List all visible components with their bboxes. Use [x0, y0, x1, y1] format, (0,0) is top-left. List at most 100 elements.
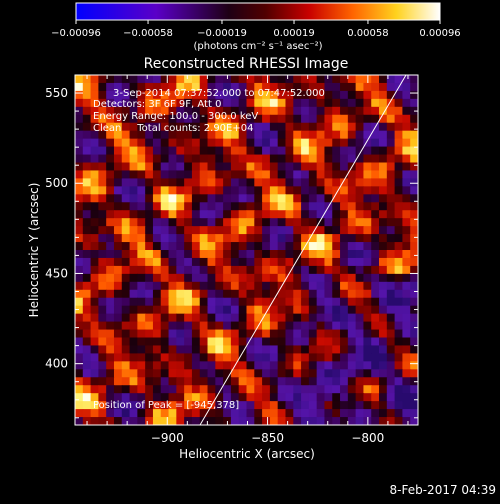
- heatmap-cell: [121, 186, 131, 195]
- heatmap-cell: [301, 393, 310, 402]
- heatmap-cell: [98, 401, 107, 410]
- heatmap-cell: [285, 289, 294, 299]
- heatmap-cell: [371, 226, 380, 235]
- heatmap-cell: [199, 377, 209, 386]
- heatmap-cell: [121, 361, 131, 370]
- heatmap-cell: [145, 226, 154, 235]
- colorbar-tick-label: −0.00096: [51, 28, 101, 39]
- heatmap-cell: [238, 154, 248, 164]
- heatmap-cell: [199, 82, 209, 92]
- heatmap-cell: [160, 146, 170, 156]
- heatmap-cell: [246, 281, 255, 291]
- heatmap-cell: [230, 409, 240, 418]
- heatmap-cell: [355, 250, 365, 259]
- heatmap-cell: [113, 210, 123, 219]
- heatmap-cell: [82, 146, 92, 156]
- heatmap-cell: [379, 82, 388, 92]
- heatmap-cell: [371, 417, 380, 425]
- heatmap-cell: [324, 162, 333, 172]
- heatmap-cell: [223, 186, 232, 195]
- heatmap-cell: [316, 210, 326, 219]
- heatmap-cell: [215, 234, 224, 243]
- heatmap-cell: [121, 106, 131, 116]
- heatmap-cell: [176, 257, 185, 267]
- heatmap-cell: [82, 122, 92, 132]
- heatmap-cell: [262, 234, 271, 243]
- heatmap-cell: [262, 313, 271, 323]
- heatmap-cell: [324, 250, 333, 259]
- heatmap-cell: [410, 257, 418, 267]
- heatmap-cell: [308, 313, 318, 323]
- heatmap-cell: [379, 329, 388, 339]
- heatmap-cell: [246, 75, 255, 84]
- heatmap-cell: [386, 409, 396, 418]
- heatmap-cell: [145, 305, 154, 315]
- heatmap-cell: [75, 257, 84, 267]
- heatmap-cell: [129, 345, 138, 354]
- heatmap-cell: [90, 170, 99, 179]
- heatmap-cell: [379, 313, 388, 323]
- heatmap-cell: [332, 130, 341, 140]
- heatmap-cell: [371, 242, 380, 251]
- heatmap-cell: [379, 194, 388, 203]
- heatmap-cell: [230, 242, 240, 251]
- heatmap-cell: [90, 250, 99, 259]
- heatmap-cell: [316, 257, 326, 267]
- heatmap-cell: [301, 345, 310, 354]
- heatmap-cell: [316, 90, 326, 100]
- heatmap-cell: [168, 265, 177, 275]
- heatmap-cell: [262, 345, 271, 354]
- heatmap-cell: [82, 162, 92, 172]
- heatmap-cell: [90, 90, 99, 100]
- heatmap-cell: [371, 377, 380, 386]
- heatmap-cell: [90, 377, 99, 386]
- heatmap-cell: [191, 297, 201, 307]
- heatmap-cell: [308, 369, 318, 378]
- heatmap-cell: [168, 289, 177, 299]
- heatmap-cell: [176, 305, 185, 315]
- heatmap-cell: [82, 337, 92, 347]
- heatmap-cell: [160, 75, 170, 84]
- heatmap-cell: [340, 170, 349, 179]
- heatmap-cell: [184, 226, 193, 235]
- heatmap-cell: [254, 75, 263, 84]
- colorbar-tick-label: 0.00058: [347, 28, 388, 39]
- heatmap-cell: [347, 114, 357, 124]
- heatmap-cell: [332, 234, 341, 243]
- heatmap-cell: [191, 122, 201, 132]
- heatmap-cell: [191, 289, 201, 299]
- heatmap-cell: [113, 194, 123, 203]
- heatmap-cell: [293, 409, 302, 418]
- heatmap-cell: [191, 377, 201, 386]
- heatmap-cell: [386, 289, 396, 299]
- heatmap-cell: [262, 186, 271, 195]
- heatmap-cell: [152, 130, 162, 140]
- heatmap-cell: [308, 289, 318, 299]
- heatmap-cell: [82, 186, 92, 195]
- heatmap-cell: [316, 401, 326, 410]
- heatmap-cell: [379, 393, 388, 402]
- heatmap-cell: [308, 329, 318, 339]
- y-axis-label: Heliocentric Y (arcsec): [27, 183, 41, 318]
- heatmap-cell: [324, 186, 333, 195]
- heatmap-cell: [308, 353, 318, 362]
- heatmap-cell: [199, 186, 209, 195]
- heatmap-cell: [199, 130, 209, 140]
- heatmap-cell: [269, 170, 279, 179]
- heatmap-cell: [340, 361, 349, 370]
- heatmap-cell: [277, 138, 287, 148]
- heatmap-cell: [394, 194, 404, 203]
- heatmap-cell: [355, 321, 365, 331]
- heatmap-cell: [113, 353, 123, 362]
- heatmap-cell: [316, 82, 326, 92]
- heatmap-cell: [129, 146, 138, 156]
- heatmap-cell: [355, 178, 365, 187]
- heatmap-cell: [106, 98, 115, 108]
- heatmap-cell: [160, 194, 170, 203]
- heatmap-cell: [82, 106, 92, 116]
- heatmap-cell: [340, 138, 349, 148]
- heatmap-cell: [106, 377, 115, 386]
- heatmap-cell: [340, 226, 349, 235]
- heatmap-cell: [394, 417, 404, 425]
- heatmap-cell: [363, 401, 372, 410]
